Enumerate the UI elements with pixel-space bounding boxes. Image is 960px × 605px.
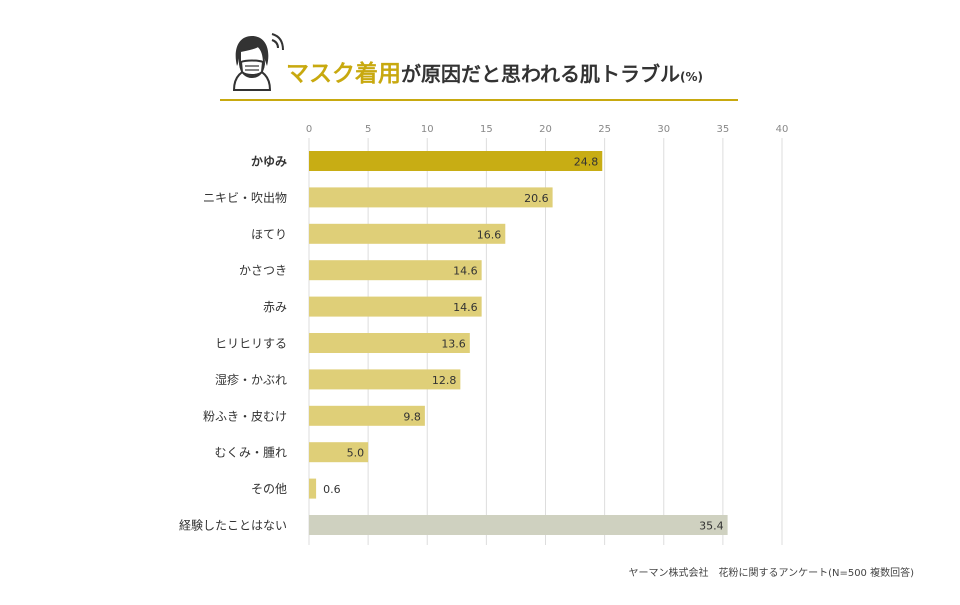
- bar: [309, 442, 369, 463]
- bar: [309, 187, 553, 208]
- x-tick-label: 0: [306, 124, 312, 135]
- x-tick-label: 35: [717, 124, 730, 135]
- value-label: 9.8: [403, 410, 421, 423]
- bar: [309, 405, 425, 426]
- bar: [309, 223, 506, 244]
- category-label: 赤み: [263, 300, 287, 314]
- x-tick-label: 25: [598, 124, 611, 135]
- category-label: 粉ふき・皮むけ: [203, 409, 287, 423]
- value-label: 16.6: [477, 228, 502, 241]
- title-rest: が原因だと思われる肌トラブル: [401, 62, 680, 86]
- category-label: 湿疹・かぶれ: [215, 372, 287, 387]
- x-tick-label: 15: [480, 124, 493, 135]
- bar: [309, 478, 317, 499]
- category-label: ほてり: [251, 227, 287, 241]
- category-label: かさつき: [239, 264, 287, 278]
- bar: [309, 333, 470, 353]
- bar: [309, 151, 603, 171]
- value-label: 24.8: [574, 156, 599, 169]
- category-label: その他: [251, 482, 287, 496]
- masked-person-icon: [232, 33, 284, 91]
- bar: [309, 515, 728, 535]
- value-label: 35.4: [699, 520, 724, 533]
- title-unit: (%): [680, 70, 703, 84]
- category-label: ヒリヒリする: [215, 337, 287, 351]
- title-highlight: マスク着用: [286, 61, 401, 87]
- category-label: ニキビ・吹出物: [203, 191, 287, 205]
- title-underline: [220, 99, 738, 101]
- bar: [309, 369, 461, 390]
- value-label: 20.6: [524, 192, 549, 205]
- x-tick-label: 10: [421, 124, 434, 135]
- value-label: 12.8: [432, 374, 457, 387]
- category-label: むくみ・腫れ: [215, 446, 287, 460]
- category-label: 経験したことはない: [179, 518, 287, 533]
- bar: [309, 260, 482, 281]
- x-tick-label: 20: [539, 124, 552, 135]
- x-tick-label: 30: [657, 124, 670, 135]
- source-footnote: ヤーマン株式会社 花粉に関するアンケート(N=500 複数回答): [628, 568, 914, 579]
- x-tick-label: 5: [365, 124, 371, 135]
- bar: [309, 296, 482, 317]
- value-label: 0.6: [323, 483, 341, 496]
- value-label: 14.6: [453, 301, 478, 314]
- value-label: 14.6: [453, 265, 478, 278]
- value-label: 13.6: [441, 338, 466, 351]
- value-label: 5.0: [347, 447, 365, 460]
- x-tick-label: 40: [776, 124, 789, 135]
- category-label: かゆみ: [251, 155, 287, 169]
- chart-title: マスク着用が原因だと思われる肌トラブル(%): [286, 54, 703, 88]
- chart-header: マスク着用が原因だと思われる肌トラブル(%): [220, 28, 738, 101]
